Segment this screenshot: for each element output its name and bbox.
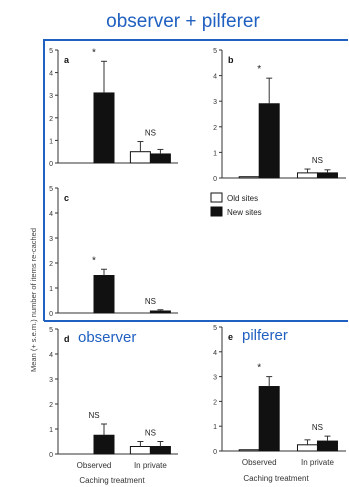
y-tick-label: 5 <box>213 48 217 55</box>
panel-a: 0 1 2 3 4 5 a * NS <box>49 47 178 168</box>
y-tick-label: 5 <box>49 327 53 334</box>
new-sites-bar <box>258 386 280 452</box>
legend-label: Old sites <box>227 194 258 203</box>
significance-label: NS <box>312 423 323 432</box>
y-tick-label: 1 <box>49 286 53 293</box>
significance-label: NS <box>88 411 99 420</box>
significance-label: NS <box>312 156 323 165</box>
significance-label: * <box>257 64 261 75</box>
new-sites-bar <box>93 92 115 164</box>
panel-d: 0 1 2 3 4 5 d observer NS NS Observed In private <box>49 327 178 470</box>
significance-label: * <box>257 363 261 374</box>
new-sites-bar <box>149 446 171 455</box>
panel-letter: d <box>64 334 70 344</box>
y-tick-label: 4 <box>49 211 53 218</box>
panel-title: pilferer <box>242 327 288 344</box>
significance-label: * <box>92 255 96 266</box>
y-tick-label: 4 <box>213 350 217 357</box>
x-axis-label-right: Caching treatment <box>243 474 309 483</box>
new-sites-bar <box>149 153 171 164</box>
old-sites-bar <box>238 449 260 452</box>
y-tick-label: 1 <box>213 150 217 157</box>
new-sites-bar <box>316 172 338 179</box>
legend-swatch <box>210 206 223 217</box>
significance-label: * <box>92 47 96 58</box>
category-label: In private <box>301 458 334 467</box>
y-tick-label: 3 <box>49 377 53 384</box>
y-tick-label: 2 <box>49 261 53 268</box>
y-tick-label: 2 <box>213 125 217 132</box>
y-tick-label: 2 <box>49 116 53 123</box>
y-tick-label: 1 <box>49 427 53 434</box>
new-sites-bar <box>316 440 338 452</box>
panel-letter: c <box>64 193 69 203</box>
y-tick-label: 0 <box>49 311 53 318</box>
y-tick-label: 5 <box>49 48 53 55</box>
new-sites-bar <box>258 103 280 179</box>
panel-letter: e <box>228 332 233 342</box>
legend-swatch <box>210 192 223 203</box>
new-sites-bar <box>93 275 115 314</box>
y-tick-label: 3 <box>213 375 217 382</box>
y-tick-label: 2 <box>49 402 53 409</box>
y-tick-label: 1 <box>49 138 53 145</box>
y-tick-label: 4 <box>49 352 53 359</box>
y-axis-label: Mean (+ s.e.m.) number of items re-cache… <box>29 228 38 372</box>
significance-label: NS <box>145 129 156 138</box>
panel-letter: a <box>64 55 70 65</box>
panel-c: 0 1 2 3 4 5 c * NS <box>49 186 178 318</box>
panel-b: 0 1 2 3 4 5 b * NS Old sites New sites <box>210 48 346 217</box>
y-tick-label: 5 <box>49 186 53 193</box>
category-label: In private <box>134 461 167 470</box>
panel-e: 0 1 2 3 4 5 e pilferer * NS Observed In private <box>213 325 346 467</box>
significance-label: NS <box>145 429 156 438</box>
new-sites-bar <box>149 310 171 314</box>
old-sites-bar <box>129 151 151 164</box>
y-tick-label: 2 <box>213 399 217 406</box>
y-tick-label: 3 <box>49 93 53 100</box>
old-sites-bar <box>296 172 318 179</box>
old-sites-bar <box>296 444 318 452</box>
y-tick-label: 4 <box>49 71 53 78</box>
y-tick-label: 3 <box>49 236 53 243</box>
y-tick-label: 1 <box>213 424 217 431</box>
old-sites-bar <box>238 176 260 179</box>
y-tick-label: 0 <box>213 176 217 183</box>
panel-letter: b <box>228 55 234 65</box>
y-tick-label: 0 <box>213 449 217 456</box>
panel-title: observer <box>78 329 136 346</box>
category-label: Observed <box>77 461 112 470</box>
x-axis-label-left: Caching treatment <box>79 476 145 485</box>
figure-header: observer + pilferer <box>106 11 260 32</box>
category-label: Observed <box>242 458 277 467</box>
y-tick-label: 0 <box>49 452 53 459</box>
y-tick-label: 3 <box>213 99 217 106</box>
y-tick-label: 4 <box>213 74 217 81</box>
new-sites-bar <box>93 434 115 455</box>
y-tick-label: 0 <box>49 161 53 168</box>
old-sites-bar <box>129 446 151 455</box>
significance-label: NS <box>145 297 156 306</box>
y-tick-label: 5 <box>213 325 217 332</box>
highlight-frame <box>43 39 348 322</box>
legend-label: New sites <box>227 208 262 217</box>
